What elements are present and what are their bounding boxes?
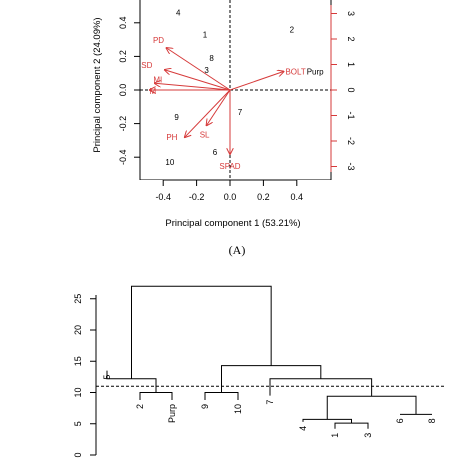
x-tick-label: 0.4 [291, 192, 304, 202]
secondary-tick-label: -2 [346, 137, 356, 145]
loading-arrow-pd [167, 48, 231, 91]
x-axis-title: Principal component 1 (53.21%) [165, 218, 300, 229]
dendrogram-link [269, 378, 373, 397]
x-tick-label: 0.0 [224, 192, 237, 202]
dendrogram-link [204, 392, 239, 400]
dendrogram-y-tick-label: 5 [73, 421, 83, 426]
leaf-label: 5 [102, 375, 112, 380]
loading-label-m: M [150, 87, 157, 96]
dendrogram-y-tick-label: 20 [73, 325, 83, 335]
secondary-tick-label: -1 [346, 111, 356, 119]
y-axis-ticks: -0.4 -0.2 0.0 0.2 0.4 [118, 0, 141, 165]
leaf-label: 1 [330, 433, 340, 438]
observation-label: 6 [213, 148, 218, 157]
dendrogram-y-tick-label: 10 [73, 387, 83, 397]
y-tick-label: 0.0 [118, 84, 128, 97]
loading-label-pd: PD [153, 36, 164, 45]
leaf-label: 7 [265, 400, 275, 405]
loading-arrow-bolt [229, 72, 283, 91]
observation-label: 2 [290, 26, 295, 35]
loading-arrow-mi [155, 83, 231, 91]
y-tick-label: 0.2 [118, 50, 128, 63]
y-axis-title: Principal component 2 (24.09%) [92, 17, 103, 152]
secondary-tick-label: 2 [346, 36, 356, 41]
dendrogram-link [131, 285, 272, 379]
leaf-label: Purp [167, 404, 177, 423]
dendrogram-y-tick-label: 0 [73, 452, 83, 457]
dendrogram-y-ticks: 0 5 10 15 20 25 [73, 294, 96, 458]
leaf-label: 9 [200, 404, 210, 409]
observation-label: 1 [203, 31, 208, 40]
observation-label: 9 [174, 113, 179, 122]
leaf-label: 10 [233, 404, 243, 414]
dendrogram-link [139, 392, 173, 400]
observation-label: Purp [307, 68, 324, 77]
loading-label-bolt: BOLT [285, 68, 305, 77]
dendrogram-leaves: 5 2 Purp 9 10 7 4 1 3 6 8 [102, 375, 437, 438]
loading-label-sl: SL [200, 130, 210, 139]
loading-label-ph: PH [166, 133, 177, 142]
dendrogram-link [302, 418, 352, 424]
loading-label-mi: MI [153, 75, 162, 84]
secondary-tick-label: -3 [346, 162, 356, 170]
x-axis-ticks: -0.4 -0.2 0.0 0.2 0.4 [155, 179, 304, 202]
loading-arrow-sd [165, 70, 231, 91]
caption: (A) [229, 243, 246, 257]
observation-label: 3 [204, 66, 209, 75]
y-tick-label: -0.4 [118, 149, 128, 165]
dendrogram-link [326, 395, 417, 420]
dendrogram-y-tick-label: 25 [73, 294, 83, 304]
x-tick-label: 0.2 [257, 192, 270, 202]
y-tick-label: -0.2 [118, 116, 128, 132]
loading-arrow-sl [207, 89, 231, 125]
observation-label: 8 [209, 54, 214, 63]
observation-label: 10 [165, 158, 174, 167]
secondary-tick-label: 1 [346, 62, 356, 67]
secondary-tick-label: 3 [346, 11, 356, 16]
dendrogram-link [334, 422, 369, 429]
dendrogram-y-tick-label: 15 [73, 356, 83, 366]
leaf-label: 4 [298, 426, 308, 431]
loading-label-sd: SD [141, 61, 152, 70]
leaf-label: 3 [363, 433, 373, 438]
dendrogram-links [106, 285, 432, 429]
loading-label-spad: SPAD [219, 162, 240, 171]
secondary-tick-label: 0 [346, 87, 356, 92]
observation-label: 7 [238, 108, 243, 117]
x-tick-label: -0.2 [189, 192, 205, 202]
x-tick-label: -0.4 [155, 192, 171, 202]
leaf-label: 2 [135, 404, 145, 409]
dendrogram: 0 5 10 15 20 25 5 2 Purp 9 10 7 4 1 3 6 8 [73, 285, 444, 458]
leaf-label: 8 [427, 418, 437, 423]
leaf-label: 6 [395, 418, 405, 423]
loading-arrow-ph [185, 89, 231, 137]
secondary-y-axis-ticks: -3 -2 -1 0 1 2 3 [330, 5, 356, 172]
y-tick-label: 0.4 [118, 17, 128, 30]
observation-label: 4 [176, 9, 181, 18]
